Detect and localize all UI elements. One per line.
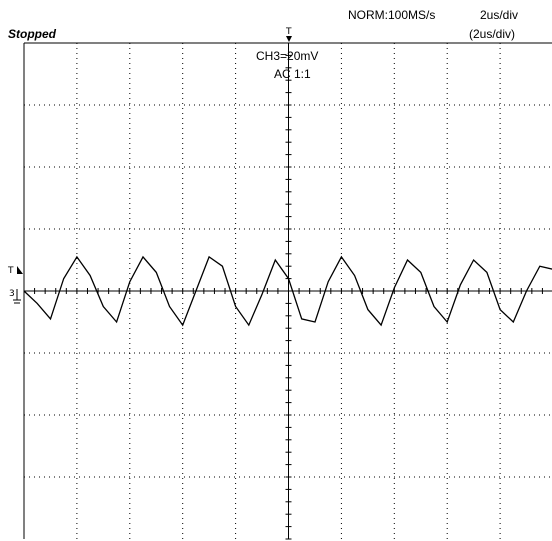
acquisition-mode: NORM:100MS/s <box>348 8 436 22</box>
svg-text:T: T <box>7 266 14 276</box>
channel-ground-marker: 3 <box>9 289 21 304</box>
waveform-trace <box>23 255 552 327</box>
channel-coupling: AC 1:1 <box>274 67 311 81</box>
svg-text:T: T <box>285 27 292 37</box>
trigger-position-marker: T <box>285 27 292 42</box>
graticule-ticks <box>34 54 543 540</box>
timebase-zoom-setting: (2us/div) <box>469 27 516 41</box>
channel-scale: CH3=20mV <box>256 49 319 63</box>
svg-text:3: 3 <box>9 289 15 299</box>
trigger-level-marker: T <box>7 266 23 276</box>
graticule-grid <box>23 42 552 539</box>
acquisition-status: Stopped <box>8 27 56 41</box>
timebase-setting: 2us/div <box>480 8 519 22</box>
